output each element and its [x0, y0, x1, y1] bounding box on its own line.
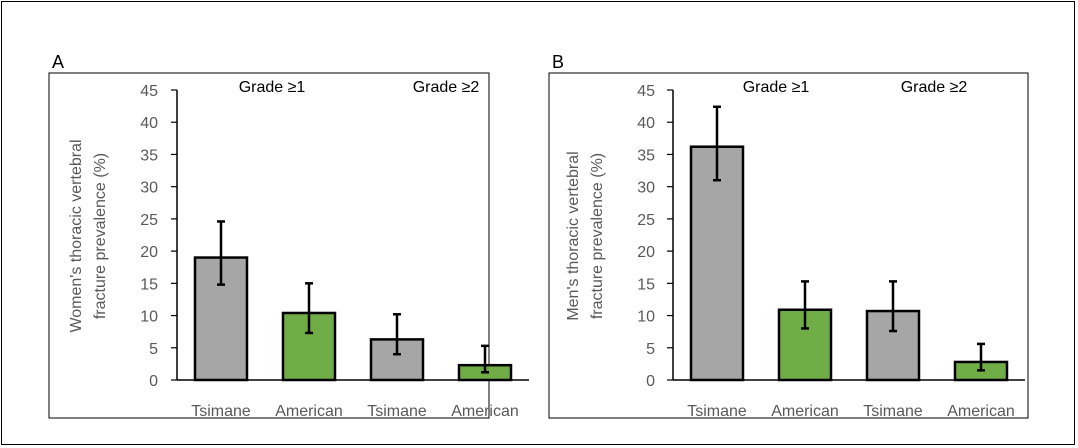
y-tick-label: 45: [140, 83, 158, 100]
x-tick-label: Tsimane: [367, 403, 427, 420]
y-tick-label: 5: [149, 341, 158, 358]
group-label: Grade ≥1: [239, 79, 306, 96]
x-tick-label: American: [451, 403, 519, 420]
panel-border: [48, 72, 490, 419]
x-tick-label: Tsimane: [863, 403, 923, 420]
panel-b: B 0 5 10 15 20 25 30 35 40 45 Men's thoracic verteb…: [548, 52, 1029, 420]
y-tick-label: 10: [140, 309, 158, 326]
y-axis-label: Men's thoracic vertebral fracture prevale…: [565, 151, 606, 320]
y-tick-label: 15: [637, 276, 655, 293]
y-tick-label: 5: [646, 341, 655, 358]
y-axis-label-line: fracture prevalence (%): [92, 153, 109, 319]
y-tick-label: 30: [637, 180, 655, 197]
x-tick-label: Tsimane: [191, 403, 251, 420]
y-tick-label: 35: [140, 147, 158, 164]
y-axis-label-line: Women's thoracic vertebral: [68, 139, 85, 332]
panel-border: [548, 72, 1029, 419]
y-axis-label-line: Men's thoracic vertebral: [565, 151, 582, 320]
y-tick-label: 45: [637, 83, 655, 100]
y-tick-label: 10: [637, 309, 655, 326]
panel-letter: A: [52, 52, 64, 72]
y-axis-label-line: fracture prevalence (%): [589, 153, 606, 319]
panel-letter: B: [552, 52, 564, 72]
y-tick-label: 25: [140, 212, 158, 229]
y-tick-label: 0: [149, 373, 158, 390]
y-tick-label: 40: [140, 115, 158, 132]
y-tick-label: 35: [637, 147, 655, 164]
y-tick-label: 40: [637, 115, 655, 132]
y-tick-label: 20: [140, 244, 158, 261]
panel-a: A 0 5 10 15 20 25 30 35 40 45 Women's thoracic vert…: [48, 52, 529, 420]
y-tick-label: 0: [646, 373, 655, 390]
y-tick-label: 20: [637, 244, 655, 261]
y-tick-label: 25: [637, 212, 655, 229]
bar: [689, 145, 745, 382]
x-tick-label: American: [947, 403, 1015, 420]
y-tick-label: 15: [140, 276, 158, 293]
y-tick-label: 30: [140, 180, 158, 197]
x-tick-label: American: [771, 403, 839, 420]
y-axis-label: Women's thoracic vertebral fracture preva…: [68, 139, 109, 332]
group-label: Grade ≥1: [743, 79, 810, 96]
x-tick-label: American: [275, 403, 343, 420]
group-label: Grade ≥2: [901, 79, 968, 96]
x-tick-label: Tsimane: [687, 403, 747, 420]
group-label: Grade ≥2: [413, 79, 480, 96]
